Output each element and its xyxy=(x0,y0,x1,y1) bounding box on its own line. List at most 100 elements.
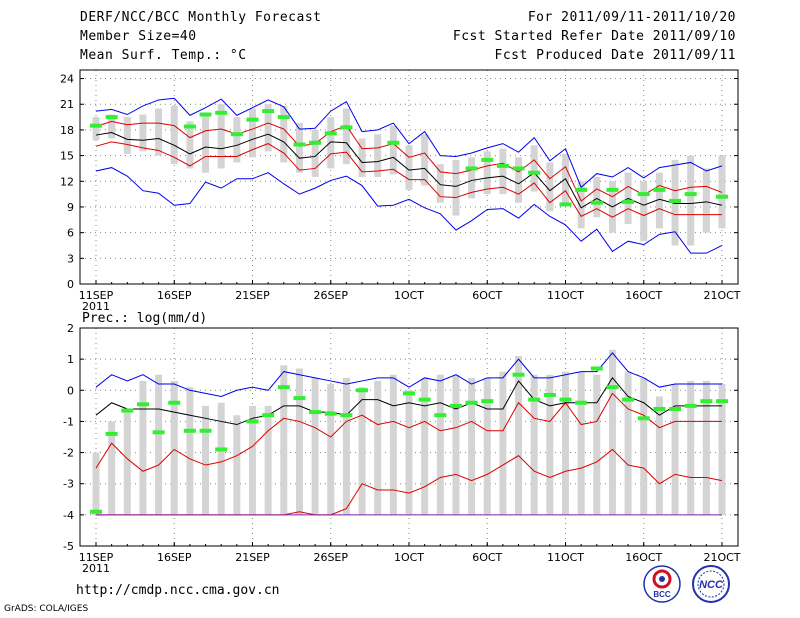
temp-observed-marker xyxy=(669,198,682,203)
temp-box xyxy=(108,114,116,139)
prec-spread-high-line xyxy=(95,392,722,472)
temp-box xyxy=(640,181,648,242)
temp-box xyxy=(202,112,210,173)
temp-xtick-label: 6OCT xyxy=(472,289,502,302)
temp-box xyxy=(123,117,131,154)
prec-box xyxy=(483,377,491,515)
prec-box xyxy=(702,380,710,515)
prec-observed-marker xyxy=(418,397,431,402)
prec-observed-marker xyxy=(199,428,212,433)
temp-box xyxy=(702,168,710,233)
temp-observed-marker xyxy=(387,140,400,145)
prec-frame xyxy=(79,327,739,547)
temp-ytick-label: 18 xyxy=(60,124,74,137)
temp-observed-marker xyxy=(481,157,494,162)
prec-box xyxy=(186,387,194,515)
prec-observed-marker xyxy=(136,402,149,407)
prec-box xyxy=(405,390,413,515)
prec-observed-marker xyxy=(637,416,650,421)
prec-observed-marker xyxy=(590,366,603,371)
temp-max-line xyxy=(95,97,723,189)
prec-box xyxy=(295,368,303,515)
temp-ytick-label: 12 xyxy=(60,175,74,188)
temp-observed-marker xyxy=(559,202,572,207)
temp-observed-marker xyxy=(528,170,541,175)
bcc-logo: BCC xyxy=(643,565,681,603)
temp-observed-marker xyxy=(716,194,728,199)
temp-box xyxy=(342,108,350,165)
temp-xtick-label: 11SEP xyxy=(79,289,114,302)
prec-observed-marker xyxy=(277,385,290,390)
temp-observed-marker xyxy=(246,117,259,122)
temp-observed-marker xyxy=(653,187,666,192)
temp-observed-marker xyxy=(293,142,306,147)
prec-ytick-label: -3 xyxy=(63,478,74,491)
temp-box xyxy=(374,134,382,177)
temp-box xyxy=(499,148,507,195)
prec-observed-marker xyxy=(246,419,259,424)
temp-observed-marker xyxy=(465,166,478,171)
refer-date: Fcst Started Refer Date 2011/09/10 xyxy=(452,29,736,44)
prec-observed-marker xyxy=(90,509,102,514)
prec-box xyxy=(499,371,507,515)
temp-box xyxy=(687,155,695,246)
forecast-period: For 2011/09/11-2011/10/20 xyxy=(527,10,736,25)
prec-ytick-label: 1 xyxy=(67,353,74,366)
temp-box xyxy=(468,157,476,199)
temp-box xyxy=(311,129,319,177)
prec-observed-marker xyxy=(183,428,196,433)
temp-observed-marker xyxy=(215,110,228,115)
prec-box xyxy=(671,384,679,515)
temp-box xyxy=(530,145,538,192)
prec-box xyxy=(311,377,319,515)
prec-observed-marker xyxy=(262,413,275,418)
prec-box xyxy=(562,371,569,515)
temp-box xyxy=(264,104,272,152)
temp-observed-marker xyxy=(105,115,118,120)
prec-box xyxy=(155,374,163,515)
prec-ytick-label: -2 xyxy=(63,447,74,460)
temp-observed-marker xyxy=(637,192,650,197)
prec-box xyxy=(108,421,116,515)
prec-xtick-label: 21OCT xyxy=(703,551,740,564)
temp-box xyxy=(389,125,397,175)
temp-xtick-label: 16SEP xyxy=(157,289,192,302)
temp-box xyxy=(249,108,256,158)
prec-observed-marker xyxy=(105,431,118,436)
prec-observed-marker xyxy=(121,408,134,413)
temp-ytick-label: 9 xyxy=(67,201,74,214)
prec-box xyxy=(608,349,616,515)
prec-box xyxy=(687,380,695,515)
temp-box xyxy=(577,181,585,229)
prec-mean-line xyxy=(95,376,722,426)
member-size-label: Member Size=40 xyxy=(80,29,197,44)
prec-observed-marker xyxy=(356,388,369,393)
temp-box xyxy=(280,105,288,163)
temp-box xyxy=(155,108,163,156)
ncc-logo-text: NCC xyxy=(699,579,724,591)
temp-ytick-label: 3 xyxy=(67,252,74,265)
prec-ytick-label: 0 xyxy=(67,384,74,397)
prec-observed-marker xyxy=(340,413,353,418)
prec-ytick-label: 2 xyxy=(67,322,74,335)
prec-box xyxy=(655,396,663,515)
prec-observed-marker xyxy=(293,396,306,401)
temp-spread-low-line xyxy=(95,141,722,218)
prec-box xyxy=(436,374,444,515)
temp-ytick-label: 24 xyxy=(60,73,74,86)
prec-box xyxy=(342,377,350,515)
prec-observed-marker xyxy=(449,403,462,408)
temp-ytick-label: 15 xyxy=(60,150,74,163)
prec-observed-marker xyxy=(669,406,682,411)
prec-observed-marker xyxy=(575,400,588,405)
prec-box xyxy=(123,412,131,515)
temp-box xyxy=(170,105,178,165)
prec-observed-marker xyxy=(622,397,635,402)
prec-observed-marker xyxy=(403,391,415,396)
prec-box xyxy=(264,405,272,515)
prec-box xyxy=(327,384,335,515)
source-url[interactable]: http://cmdp.ncc.cma.gov.cn xyxy=(76,583,280,598)
temp-box xyxy=(546,162,554,212)
